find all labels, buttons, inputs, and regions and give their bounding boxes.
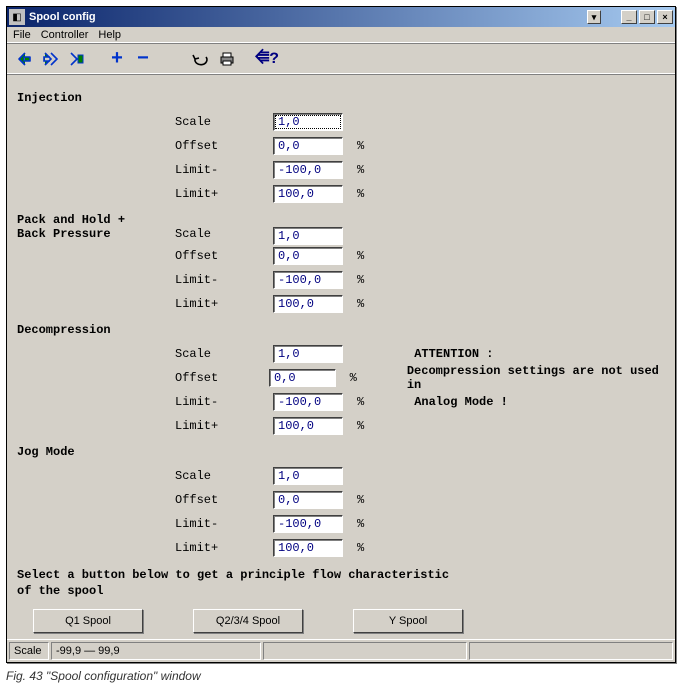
- print-icon[interactable]: [215, 48, 239, 70]
- content-area: Injection Scale 1,0 Offset 0,0 % Limit- …: [7, 75, 675, 639]
- y-spool-button[interactable]: Y Spool: [353, 609, 463, 633]
- status-empty2: [469, 642, 673, 660]
- nav-next-icon[interactable]: [65, 48, 89, 70]
- menu-controller[interactable]: Controller: [41, 29, 89, 41]
- injection-title: Injection: [17, 91, 665, 105]
- statusbar: Scale -99,9 — 99,9: [7, 639, 675, 662]
- minimize-button[interactable]: _: [621, 10, 637, 24]
- jog-offset-field[interactable]: 0,0: [273, 491, 343, 509]
- remove-icon[interactable]: −: [131, 48, 155, 70]
- injection-limitplus-label: Limit+: [175, 187, 245, 201]
- injection-limitminus-field[interactable]: -100,0: [273, 161, 343, 179]
- packhold-title-l1: Pack and Hold +: [17, 213, 665, 227]
- injection-scale-field[interactable]: 1,0: [273, 113, 343, 131]
- attention-title: ATTENTION :: [414, 347, 493, 361]
- attention-l2: Analog Mode !: [414, 395, 508, 409]
- injection-scale-label: Scale: [175, 115, 245, 129]
- q234-spool-button[interactable]: Q2/3/4 Spool: [193, 609, 303, 633]
- packhold-title-l2: Back Pressure: [17, 227, 175, 245]
- app-icon: ◧: [9, 9, 25, 25]
- decomp-limitminus-field[interactable]: -100,0: [273, 393, 343, 411]
- injection-limitminus-label: Limit-: [175, 163, 245, 177]
- jog-limitminus-field[interactable]: -100,0: [273, 515, 343, 533]
- injection-limitplus-field[interactable]: 100,0: [273, 185, 343, 203]
- menubar: File Controller Help: [7, 27, 675, 44]
- titlebar[interactable]: ◧ Spool config ▾ _ □ ×: [7, 7, 675, 27]
- status-empty1: [263, 642, 467, 660]
- close-button[interactable]: ×: [657, 10, 673, 24]
- undo-icon[interactable]: [189, 48, 213, 70]
- window-title: Spool config: [29, 11, 96, 23]
- decomp-offset-field[interactable]: 0,0: [269, 369, 336, 387]
- dropdown-button[interactable]: ▾: [587, 10, 601, 24]
- injection-offset-field[interactable]: 0,0: [273, 137, 343, 155]
- jog-limitplus-field[interactable]: 100,0: [273, 539, 343, 557]
- jog-scale-field[interactable]: 1,0: [273, 467, 343, 485]
- decompression-title: Decompression: [17, 323, 665, 337]
- packhold-limitminus-field[interactable]: -100,0: [273, 271, 343, 289]
- decomp-limitplus-field[interactable]: 100,0: [273, 417, 343, 435]
- add-icon[interactable]: +: [105, 48, 129, 70]
- status-range: -99,9 — 99,9: [51, 642, 261, 660]
- decomp-scale-field[interactable]: 1,0: [273, 345, 343, 363]
- packhold-limitplus-field[interactable]: 100,0: [273, 295, 343, 313]
- nav-first-icon[interactable]: [13, 48, 37, 70]
- instruction-text: Select a button below to get a principle…: [17, 567, 665, 599]
- jog-title: Jog Mode: [17, 445, 665, 459]
- menu-help[interactable]: Help: [98, 29, 121, 41]
- packhold-scale-field[interactable]: 1,0: [273, 227, 343, 245]
- toolbar: + − ⭅?: [7, 44, 675, 75]
- q1-spool-button[interactable]: Q1 Spool: [33, 609, 143, 633]
- nav-prev-icon[interactable]: [39, 48, 63, 70]
- packhold-offset-field[interactable]: 0,0: [273, 247, 343, 265]
- figure-caption: Fig. 43 "Spool configuration" window: [6, 669, 676, 683]
- spool-button-row: Q1 Spool Q2/3/4 Spool Y Spool: [33, 609, 665, 633]
- unit-percent: %: [357, 139, 364, 153]
- injection-offset-label: Offset: [175, 139, 245, 153]
- help-icon[interactable]: ⭅?: [255, 48, 279, 70]
- menu-file[interactable]: File: [13, 29, 31, 41]
- attention-l1: Decompression settings are not used in: [407, 364, 665, 392]
- status-label: Scale: [9, 642, 49, 660]
- maximize-button[interactable]: □: [639, 10, 655, 24]
- spool-config-window: ◧ Spool config ▾ _ □ × File Controller H…: [6, 6, 676, 663]
